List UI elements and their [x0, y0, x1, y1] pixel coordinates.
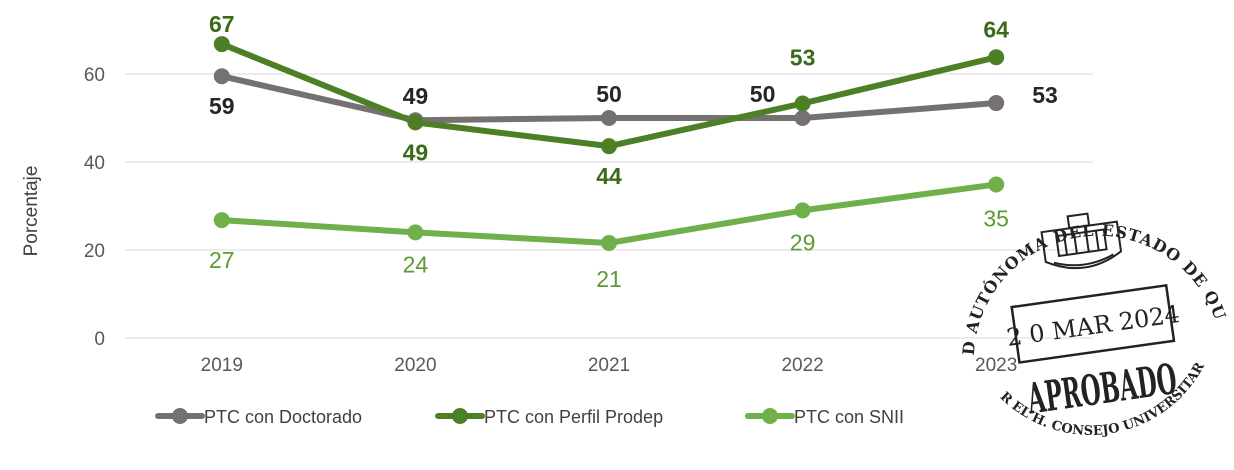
stamp-emblem-icon: [1040, 212, 1123, 270]
y-axis-ticks: 0 20 40 60: [84, 65, 105, 350]
legend-swatch-marker: [172, 408, 188, 424]
x-tick-label: 2023: [975, 355, 1017, 376]
x-tick-label: 2021: [588, 355, 630, 376]
legend: PTC con Doctorado PTC con Perfil Prodep PT…: [155, 407, 904, 427]
data-label: 53: [790, 44, 816, 70]
x-axis-ticks: 2019 2020 2021 2022 2023: [201, 355, 1018, 376]
approval-stamp: UNIVERSIDAD AUTÓNOMA DEL ESTADO DE QUINT…: [943, 203, 1231, 453]
data-point: [407, 114, 424, 131]
data-point: [601, 138, 617, 155]
x-tick-label: 2020: [394, 355, 436, 376]
legend-label: PTC con Doctorado: [204, 407, 362, 427]
data-point: [601, 234, 617, 251]
data-label: 35: [983, 205, 1009, 231]
data-label: 21: [596, 266, 622, 292]
y-tick-label: 0: [94, 329, 105, 350]
data-point: [988, 95, 1005, 112]
data-label: 64: [983, 16, 1009, 42]
x-tick-label: 2019: [201, 355, 243, 376]
y-tick-label: 40: [84, 153, 105, 174]
data-label: 44: [596, 163, 622, 189]
data-point: [988, 176, 1005, 193]
legend-swatch-marker: [452, 408, 468, 424]
legend-swatch-marker: [762, 408, 778, 424]
legend-label: PTC con Perfil Prodep: [484, 407, 663, 427]
series-points: [213, 36, 1005, 251]
data-point: [213, 36, 230, 53]
data-point: [213, 212, 230, 229]
data-point: [213, 68, 230, 85]
data-label: 50: [750, 81, 776, 107]
data-label: 49: [403, 83, 429, 109]
data-point: [988, 49, 1005, 66]
x-tick-label: 2022: [781, 355, 823, 376]
y-axis-label: Porcentaje: [21, 166, 42, 257]
data-label: 53: [1032, 82, 1058, 108]
legend-label: PTC con SNII: [794, 407, 904, 427]
data-point: [794, 202, 811, 219]
stamp-date-box: [1010, 283, 1176, 364]
data-point: [794, 110, 811, 126]
y-tick-label: 60: [84, 65, 105, 86]
data-labels: 59 49 50 50 53 67 49 44 53 64 27 24 21 29 35: [209, 11, 1058, 292]
data-label: 29: [790, 229, 816, 255]
data-point: [794, 95, 811, 112]
data-label: 27: [209, 247, 235, 273]
data-point: [601, 110, 617, 126]
data-label: 49: [403, 139, 429, 165]
data-label: 67: [209, 11, 235, 37]
data-label: 59: [209, 93, 235, 119]
series-line-2: [218, 181, 1000, 246]
data-point: [407, 224, 424, 241]
data-label: 50: [596, 81, 622, 107]
data-label: 24: [403, 251, 429, 277]
y-tick-label: 20: [84, 241, 105, 262]
